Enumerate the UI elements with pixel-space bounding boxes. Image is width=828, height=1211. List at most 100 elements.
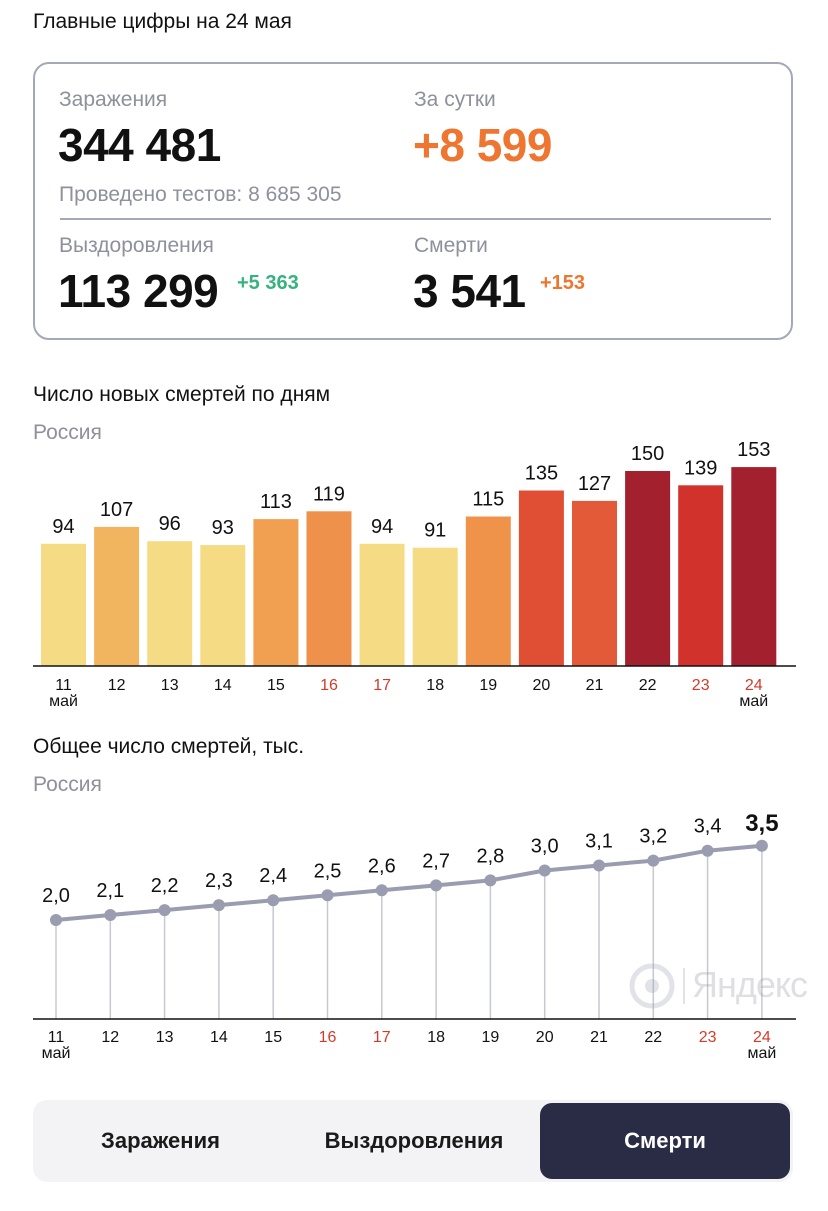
x-tick-label: 19: [482, 1029, 500, 1046]
x-tick-label: 23: [699, 1029, 717, 1046]
bar: [518, 490, 564, 666]
bar: [147, 541, 193, 666]
bar-value-label: 93: [212, 517, 234, 539]
summary-card: Заражения 344 481 За сутки +8 599 Провед…: [33, 62, 793, 340]
yandex-watermark: Яндекс: [628, 962, 808, 1012]
point-value-label: 3,4: [694, 816, 722, 838]
data-point: [755, 839, 768, 852]
data-point: [484, 874, 497, 887]
data-point: [593, 859, 605, 872]
tab-recoveries[interactable]: Выздоровления: [324, 1128, 504, 1153]
bar-value-label: 94: [52, 516, 74, 538]
x-tick-label: 22: [644, 1029, 662, 1046]
data-point: [104, 909, 117, 922]
data-point: [430, 879, 443, 892]
summary-divider: [60, 218, 771, 220]
bar-value-label: 94: [371, 516, 393, 538]
month-label: май: [747, 1045, 776, 1062]
daily-deaths-bar-chart: 94 11 107 12 96 13 93 14 113 15 119 16 94 17 91 18 115 19…: [33, 440, 796, 710]
data-point: [212, 899, 225, 912]
x-tick-label: 20: [533, 677, 551, 694]
x-tick-label: 24: [745, 677, 763, 694]
point-value-label: 2,7: [422, 850, 450, 872]
x-tick-label: 18: [427, 1029, 445, 1046]
point-value-label: 2,0: [42, 885, 70, 907]
x-tick-label: 15: [267, 677, 285, 694]
point-value-label: 2,6: [368, 855, 396, 877]
month-label: май: [49, 693, 78, 710]
bar: [572, 500, 617, 666]
tab-infections[interactable]: Заражения: [101, 1128, 220, 1153]
bar: [678, 485, 724, 666]
watermark-text: Яндекс: [692, 964, 808, 1005]
data-point: [701, 844, 714, 857]
deaths-label: Смерти: [414, 234, 488, 257]
bar-value-label: 135: [525, 463, 558, 485]
x-tick-label: 13: [156, 1029, 174, 1046]
recoveries-delta: +5 363: [237, 272, 299, 294]
bar-value-label: 113: [260, 491, 292, 513]
bar-value-label: 153: [737, 440, 770, 461]
chart1-title: Число новых смертей по дням: [33, 383, 331, 406]
x-tick-label: 17: [373, 677, 391, 694]
tab-bar: Заражения Выздоровления Смерти: [33, 1100, 793, 1182]
bar-value-label: 115: [472, 489, 504, 511]
bar-value-label: 127: [578, 473, 611, 495]
total-deaths-line-chart: 2,0 11 2,1 12 2,2 13 2,3 14 2,4 15 2,5 16 2,6 17 2,7 18…: [33, 810, 796, 1062]
bar: [306, 511, 352, 666]
x-tick-label: 11: [48, 1029, 65, 1046]
month-label: май: [739, 693, 768, 710]
tests-count: Проведено тестов: 8 685 305: [59, 183, 342, 206]
x-tick-label: 22: [639, 677, 657, 694]
data-point: [158, 904, 171, 917]
x-tick-label: 24: [753, 1029, 771, 1046]
point-value-label: 2,3: [205, 870, 233, 892]
x-tick-label: 14: [214, 677, 232, 694]
bar: [41, 543, 86, 666]
point-value-label: 2,5: [314, 860, 342, 882]
point-value-label: 3,1: [585, 831, 613, 853]
bar: [359, 543, 405, 666]
data-point: [647, 854, 660, 867]
daily-label: За сутки: [414, 88, 496, 111]
bar-value-label: 91: [424, 520, 446, 542]
bar-value-label: 119: [313, 483, 345, 505]
bar: [625, 471, 671, 666]
yandex-logo-icon: [629, 963, 675, 1009]
recoveries-value: 113 299: [58, 265, 219, 317]
infections-value: 344 481: [58, 119, 221, 171]
data-point: [267, 894, 280, 907]
x-tick-label: 12: [101, 1029, 119, 1046]
page-title: Главные цифры на 24 мая: [33, 10, 292, 33]
data-point: [538, 864, 551, 877]
x-tick-label: 19: [479, 677, 497, 694]
point-value-label: 2,2: [151, 875, 179, 897]
data-point: [50, 914, 62, 926]
x-tick-label: 13: [161, 677, 179, 694]
data-point: [321, 889, 334, 902]
point-value-label: 2,8: [476, 845, 504, 867]
x-tick-label: 21: [590, 1029, 608, 1046]
point-value-label: 2,4: [259, 865, 287, 887]
point-value-label: 3,2: [639, 826, 667, 848]
chart2-title: Общее число смертей, тыс.: [33, 735, 305, 758]
x-tick-label: 16: [320, 677, 338, 694]
recoveries-label: Выздоровления: [59, 234, 214, 257]
bar-value-label: 139: [684, 457, 717, 479]
bar: [412, 547, 458, 666]
tab-deaths[interactable]: Смерти: [540, 1103, 790, 1179]
deaths-value: 3 541: [413, 265, 526, 317]
bar: [200, 545, 246, 666]
bar: [731, 467, 777, 666]
month-label: май: [42, 1045, 71, 1062]
point-value-label: 3,0: [531, 836, 559, 858]
bar-value-label: 96: [159, 513, 181, 535]
infections-label: Заражения: [59, 88, 168, 111]
daily-value: +8 599: [413, 119, 552, 171]
bar: [465, 516, 511, 666]
bar: [253, 519, 299, 666]
x-tick-label: 23: [692, 677, 710, 694]
bar: [94, 526, 140, 666]
bar-value-label: 107: [100, 499, 133, 521]
x-tick-label: 16: [319, 1029, 337, 1046]
